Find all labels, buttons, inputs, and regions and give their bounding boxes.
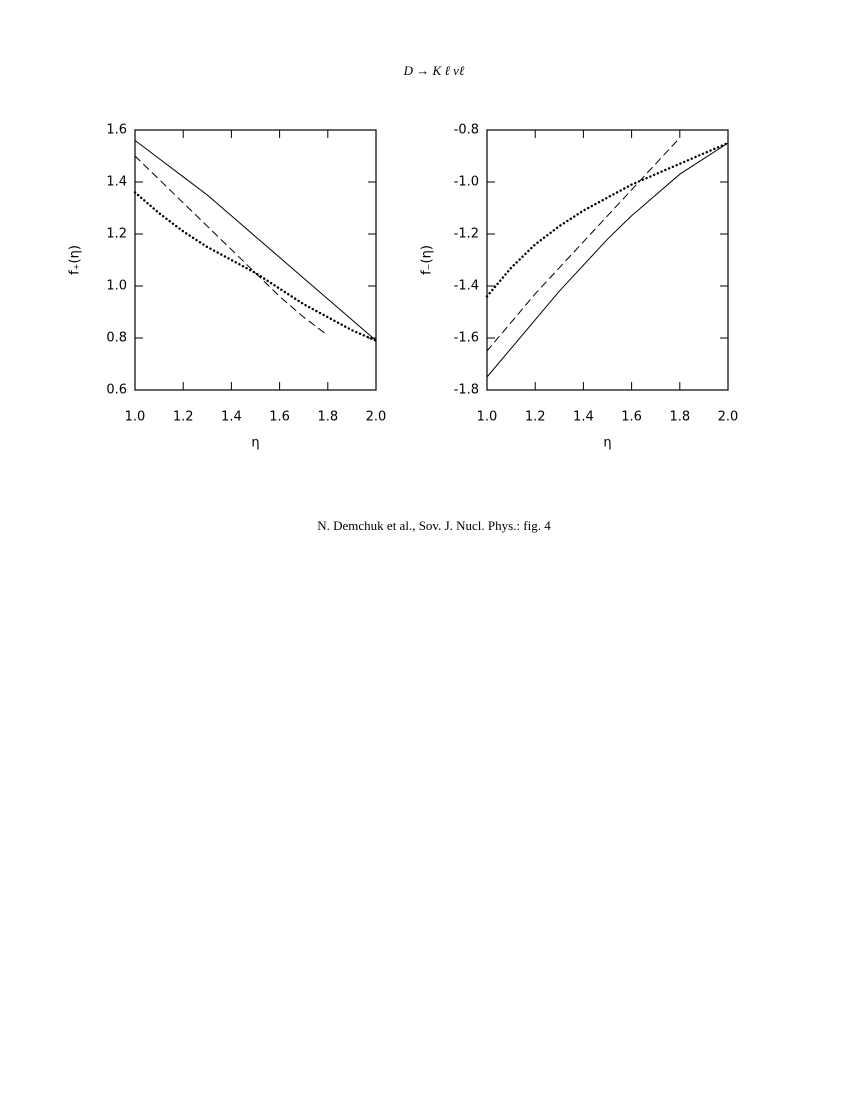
y-tick-label: 0.8 <box>106 331 127 346</box>
x-tick-label: 1.6 <box>621 410 642 425</box>
line-series <box>486 137 681 352</box>
x-tick-label: 1.0 <box>477 410 498 425</box>
y-axis-label: f₋(η) <box>420 245 435 275</box>
y-tick-label: -1.8 <box>454 383 479 398</box>
x-tick-label: 2.0 <box>366 410 387 425</box>
y-tick-label: -1.0 <box>454 175 479 190</box>
x-tick-label: 1.4 <box>573 410 594 425</box>
x-tick-label: 1.6 <box>269 410 290 425</box>
y-tick-label: 0.6 <box>106 383 127 398</box>
x-tick-label: 1.2 <box>173 410 194 425</box>
x-tick-label: 1.0 <box>125 410 146 425</box>
caption: N. Demchuk et al., Sov. J. Nucl. Phys.: … <box>317 518 551 533</box>
y-tick-label: -1.2 <box>454 227 479 242</box>
line-series <box>134 155 329 336</box>
x-tick-label: 1.4 <box>221 410 242 425</box>
y-tick-label: -1.6 <box>454 331 479 346</box>
line-series <box>133 191 378 342</box>
x-tick-label: 1.8 <box>317 410 338 425</box>
plot-frame <box>134 129 377 391</box>
y-tick-label: 1.6 <box>106 123 127 138</box>
x-tick-label: 1.2 <box>525 410 546 425</box>
x-axis-label: η <box>251 436 259 451</box>
plot-frame <box>486 129 729 391</box>
y-tick-label: -0.8 <box>454 123 479 138</box>
y-tick-label: 1.2 <box>106 227 127 242</box>
y-tick-label: 1.0 <box>106 279 127 294</box>
line-series <box>134 139 377 342</box>
x-tick-label: 1.8 <box>669 410 690 425</box>
x-axis-label: η <box>603 436 611 451</box>
y-tick-label: 1.4 <box>106 175 127 190</box>
y-tick-label: -1.4 <box>454 279 479 294</box>
figure-title: D → K ℓ νℓ <box>403 63 465 78</box>
line-series <box>486 142 729 378</box>
x-tick-label: 2.0 <box>718 410 739 425</box>
line-series <box>485 141 730 298</box>
y-axis-label: f₊(η) <box>68 245 83 275</box>
